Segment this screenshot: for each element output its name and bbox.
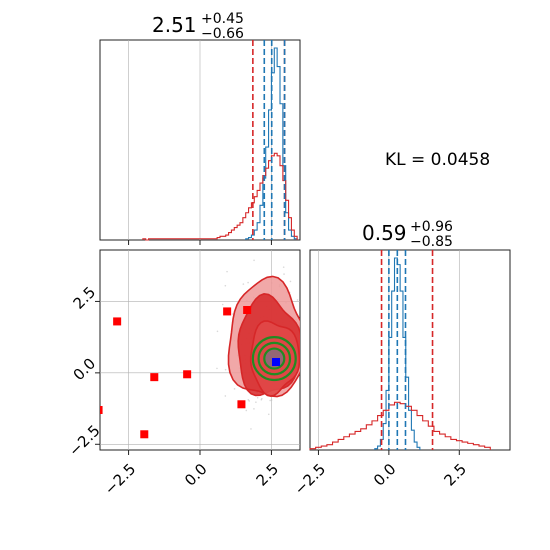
x-tick-label-1: 0.0 [370, 460, 400, 490]
sample-point [296, 299, 299, 301]
y-tick-label-0: −2.5 [65, 422, 103, 460]
sample-point [216, 367, 218, 370]
sample-point [304, 424, 306, 426]
markers [100, 306, 280, 439]
title-minus: −0.66 [201, 26, 244, 42]
sample-point [216, 330, 219, 333]
title-plus: +0.96 [410, 219, 453, 235]
sample-point [224, 368, 227, 371]
sample-point [303, 349, 305, 351]
red-marker-1 [150, 373, 159, 382]
sample-point [233, 388, 236, 390]
x-tick-label-2: 2.5 [253, 460, 283, 490]
y-tick-label-2: 2.5 [70, 283, 100, 313]
green-contour-1 [257, 341, 292, 376]
sample-point [224, 395, 227, 397]
quantile-lines [252, 40, 286, 240]
histogram-panel-param2: −2.5 0.0 2.5 0.59 +0.96 −0.85 [291, 219, 511, 499]
sample-point [302, 267, 304, 269]
sample-point [302, 355, 304, 357]
tick-marks [128, 240, 272, 245]
histogram-series-1 [309, 401, 491, 450]
sample-point [253, 259, 255, 262]
sample-point [248, 400, 251, 402]
y-tick-labels: −2.5 0.0 2.5 [65, 283, 103, 460]
sample-point [245, 409, 248, 412]
red-marker-0 [113, 317, 122, 326]
sample-point [306, 280, 308, 282]
sample-point [267, 413, 270, 416]
red-marker-4 [243, 306, 252, 314]
red-marker-3 [223, 307, 232, 316]
sample-point [289, 280, 292, 283]
sample-point [255, 401, 257, 403]
x-tick-labels: −2.5 0.0 2.5 [101, 460, 282, 498]
sample-point [302, 425, 304, 427]
tick-marks [317, 450, 460, 455]
sample-point [226, 270, 228, 273]
axes-frame [309, 249, 511, 451]
red-marker-7 [100, 406, 103, 414]
sample-point [207, 463, 209, 465]
kl-annotation: KL = 0.0458 [385, 150, 490, 170]
sample-point [283, 273, 285, 275]
sample-point [304, 373, 306, 375]
sample-point [256, 396, 259, 399]
sample-point [302, 410, 304, 412]
green-contour-0 [251, 336, 297, 382]
sample-point [303, 359, 305, 361]
sample-point [242, 283, 245, 285]
sample-point [303, 383, 305, 385]
red-marker-2 [183, 370, 192, 379]
histogram-panel-param1: 2.51 +0.45 −0.66 [99, 11, 301, 245]
x-tick-label-1: 0.0 [181, 460, 211, 490]
x-tick-labels: −2.5 0.0 2.5 [291, 460, 470, 498]
red-marker-5 [237, 400, 246, 409]
sample-point [282, 266, 285, 268]
blue-marker [272, 358, 280, 366]
quantile-lines [380, 250, 434, 450]
title-value: 0.59 [362, 221, 407, 245]
sample-point [300, 377, 302, 379]
x-tick-label-0: −2.5 [101, 460, 139, 498]
sample-point [260, 398, 263, 401]
title-value: 2.51 [152, 13, 197, 37]
sample-point [221, 244, 223, 246]
sample-point [224, 284, 227, 287]
y-tick-label-1: 0.0 [70, 355, 100, 385]
histogram-series-0 [245, 47, 298, 240]
x-tick-label-2: 2.5 [440, 460, 470, 490]
scatter-panel: −2.5 0.0 2.5 −2.5 0.0 2.5 [65, 244, 308, 499]
sample-point [270, 399, 273, 401]
red-marker-6 [140, 430, 149, 439]
sample-point [269, 399, 271, 402]
title-plus: +0.45 [201, 11, 244, 27]
tick-marks [95, 300, 272, 455]
sample-point [247, 398, 250, 401]
x-tick-label-0: −2.5 [291, 460, 329, 498]
title-minus: −0.85 [410, 234, 453, 250]
sample-point [221, 303, 224, 306]
sample-point [250, 428, 252, 430]
sample-point [247, 281, 249, 284]
sample-point [253, 408, 255, 410]
